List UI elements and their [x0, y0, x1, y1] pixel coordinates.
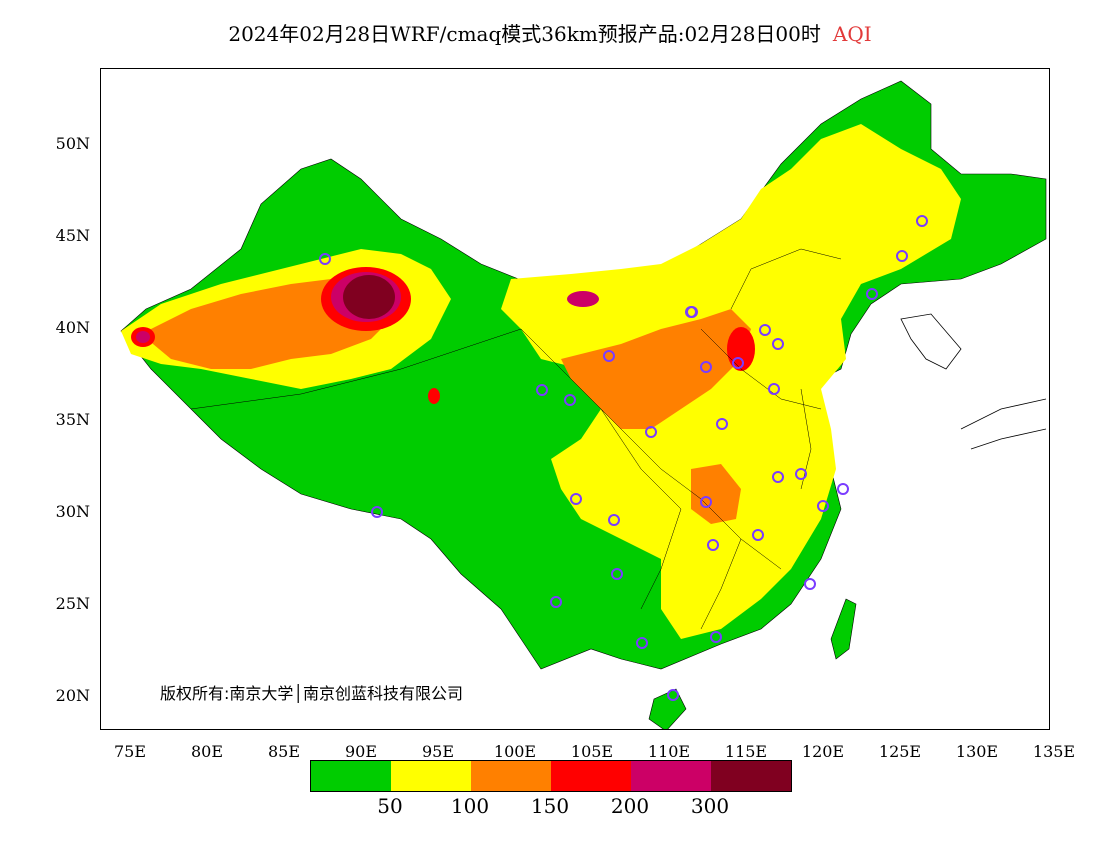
- lon-label-115e: 115E: [724, 742, 768, 761]
- map-panel[interactable]: [100, 68, 1050, 730]
- border-lines: [190, 248, 842, 630]
- city-marker: [667, 689, 679, 701]
- lat-label-45n: 45N: [55, 226, 90, 245]
- city-marker: [772, 471, 784, 483]
- city-markers: [319, 215, 928, 701]
- lon-label-95e: 95E: [421, 742, 455, 761]
- lon-label-90e: 90E: [344, 742, 378, 761]
- city-marker: [896, 250, 908, 262]
- lon-label-125e: 125E: [878, 742, 922, 761]
- city-marker: [536, 384, 548, 396]
- title-main: 2024年02月28日WRF/cmaq模式36km预报产品:02月28日00时: [228, 22, 821, 46]
- legend-swatch-maroon: [711, 761, 791, 791]
- legend-swatch-green: [311, 761, 391, 791]
- city-marker: [611, 568, 623, 580]
- legend-swatch-purple: [631, 761, 711, 791]
- legend-label-150: 150: [530, 794, 570, 818]
- city-marker: [759, 324, 771, 336]
- lat-label-40n: 40N: [55, 318, 90, 337]
- city-marker: [570, 493, 582, 505]
- city-marker: [686, 306, 698, 318]
- lon-label-75e: 75E: [113, 742, 147, 761]
- city-marker: [768, 383, 780, 395]
- lon-label-135e: 135E: [1032, 742, 1076, 761]
- lon-label-130e: 130E: [955, 742, 999, 761]
- lat-label-35n: 35N: [55, 410, 90, 429]
- city-marker: [916, 215, 928, 227]
- city-marker: [772, 338, 784, 350]
- region-orange-central: [561, 309, 751, 429]
- hotspot-red-inner-mongolia: [567, 291, 599, 307]
- legend-label-200: 200: [610, 794, 650, 818]
- city-marker: [707, 539, 719, 551]
- legend-swatch-orange: [471, 761, 551, 791]
- city-marker: [319, 253, 331, 265]
- city-marker: [371, 506, 383, 518]
- legend-label-100: 100: [450, 794, 490, 818]
- city-marker: [710, 631, 722, 643]
- legend-swatch-yellow: [391, 761, 471, 791]
- map-title: 2024年02月28日WRF/cmaq模式36km预报产品:02月28日00时 A…: [0, 18, 1100, 47]
- city-marker: [837, 483, 849, 495]
- aqi-legend: [310, 760, 792, 792]
- legend-label-300: 300: [690, 794, 730, 818]
- city-marker: [550, 596, 562, 608]
- lon-label-80e: 80E: [190, 742, 224, 761]
- coastline-korea-japan: [900, 313, 1047, 450]
- city-marker: [795, 468, 807, 480]
- lat-label-30n: 30N: [55, 502, 90, 521]
- city-marker: [608, 514, 620, 526]
- city-marker: [636, 637, 648, 649]
- aqi-map: [120, 80, 1047, 729]
- lon-label-85e: 85E: [267, 742, 301, 761]
- hotspot-red-hebei: [727, 327, 755, 371]
- city-marker: [603, 350, 615, 362]
- hotspot-purple-west: [136, 331, 150, 343]
- city-marker: [804, 578, 816, 590]
- city-marker: [866, 288, 878, 300]
- city-marker: [700, 361, 712, 373]
- city-marker: [564, 394, 576, 406]
- city-marker: [817, 500, 829, 512]
- lon-label-110e: 110E: [647, 742, 691, 761]
- city-marker: [645, 426, 657, 438]
- lat-label-50n: 50N: [55, 134, 90, 153]
- lon-label-100e: 100E: [493, 742, 537, 761]
- city-marker: [716, 418, 728, 430]
- lon-label-105e: 105E: [570, 742, 614, 761]
- lon-label-120e: 120E: [801, 742, 845, 761]
- legend-label-50: 50: [377, 794, 403, 818]
- region-yellow: [501, 124, 961, 639]
- title-aqi-tag: AQI: [832, 22, 872, 46]
- hotspot-red-tibet: [428, 388, 440, 404]
- city-marker: [700, 496, 712, 508]
- city-marker: [732, 357, 744, 369]
- lat-label-20n: 20N: [55, 686, 90, 705]
- hotspot-maroon-taklimakan: [343, 275, 395, 319]
- lat-label-25n: 25N: [55, 594, 90, 613]
- copyright-text: 版权所有:南京大学│南京创蓝科技有限公司: [160, 684, 464, 703]
- legend-swatch-red: [551, 761, 631, 791]
- region-orange-south: [691, 464, 741, 524]
- island-taiwan: [830, 598, 857, 660]
- city-marker: [752, 529, 764, 541]
